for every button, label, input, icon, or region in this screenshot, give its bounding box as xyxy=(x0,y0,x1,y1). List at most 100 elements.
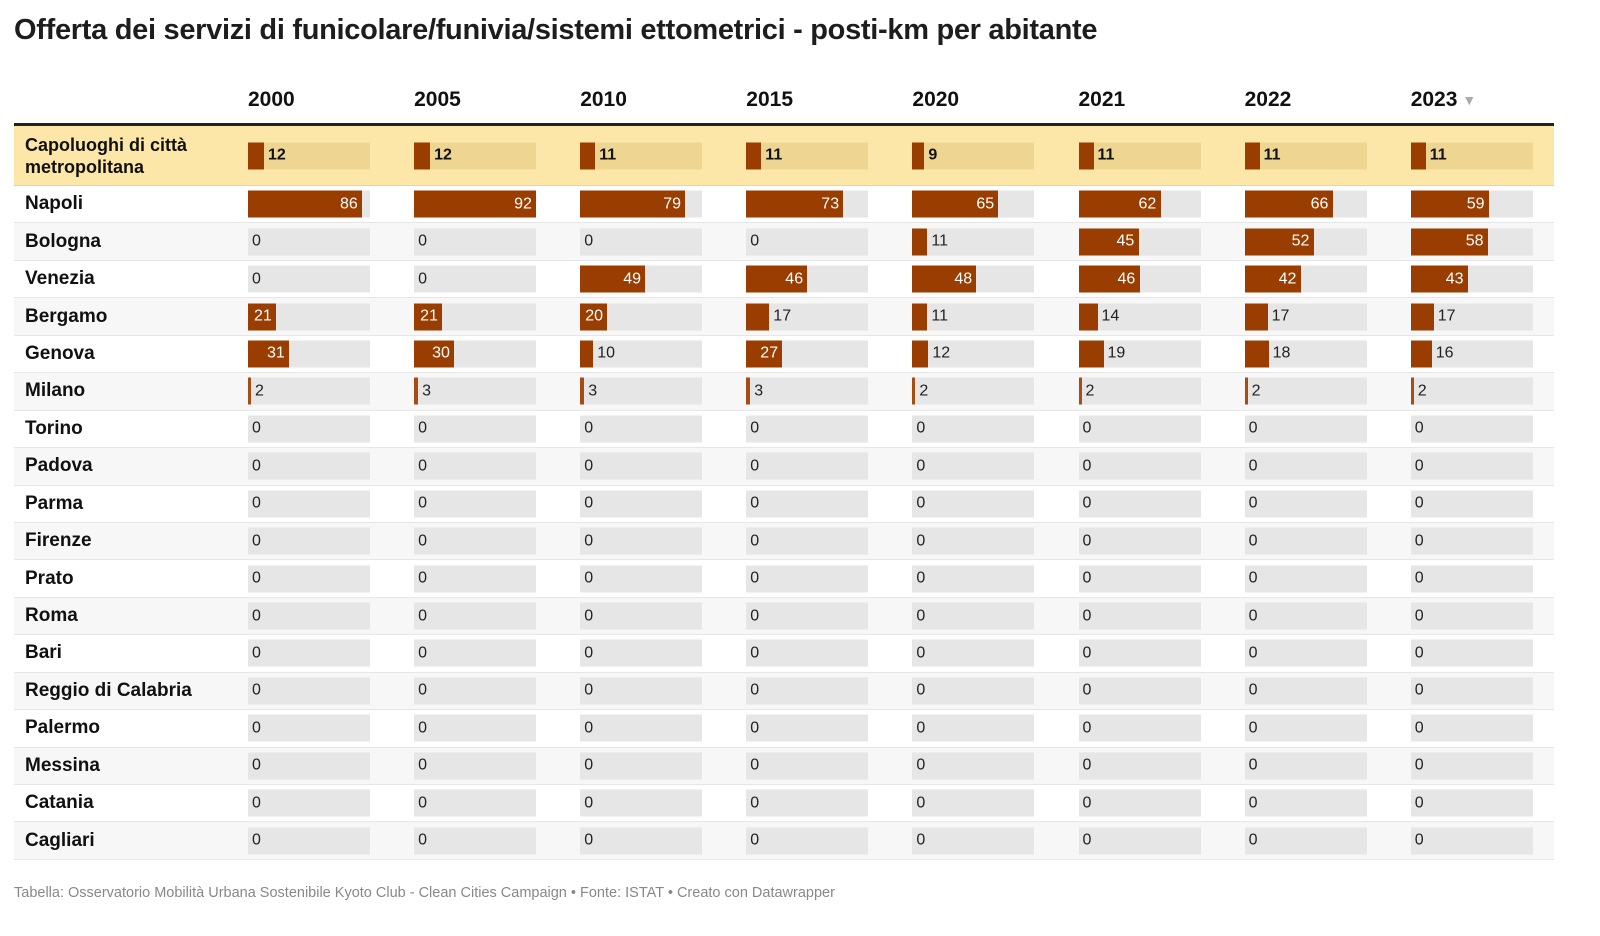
bar-cell: 20 xyxy=(580,303,703,331)
value-label: 18 xyxy=(1272,344,1291,362)
bar-mark xyxy=(248,190,362,218)
column-header-2005[interactable]: 2005 xyxy=(414,88,461,112)
value-label: 0 xyxy=(750,831,760,849)
bar-cell: 0 xyxy=(1244,452,1367,480)
bar-cell: 0 xyxy=(746,228,869,256)
bar-mark xyxy=(248,340,289,368)
table-row: Reggio di Calabria 0 0 0 0 0 0 0 0 xyxy=(14,672,1554,711)
value-label: 0 xyxy=(1082,644,1092,662)
column-header-2022[interactable]: 2022 xyxy=(1245,88,1292,112)
bar-cell: 0 xyxy=(580,602,703,630)
bar-cell: 0 xyxy=(1078,677,1201,705)
bar-mark xyxy=(1410,377,1414,405)
value-label: 0 xyxy=(750,607,760,625)
value-label: 0 xyxy=(418,831,427,849)
table-row: Catania 0 0 0 0 0 0 0 0 xyxy=(14,785,1554,823)
value-label: 0 xyxy=(418,532,427,550)
value-label: 31 xyxy=(267,344,285,362)
bar-cell: 0 xyxy=(248,602,370,630)
table-row: Parma 0 0 0 0 0 0 0 0 xyxy=(14,486,1554,523)
bar-mark xyxy=(580,190,686,218)
bar-cell: 0 xyxy=(912,639,1035,667)
bar-cell: 9 xyxy=(912,142,1035,169)
value-label: 0 xyxy=(750,569,760,587)
value-label: 11 xyxy=(765,146,783,164)
value-label: 2 xyxy=(255,382,264,400)
bar-cell: 0 xyxy=(414,452,537,480)
value-label: 0 xyxy=(252,494,261,512)
value-label: 0 xyxy=(916,419,926,437)
value-label: 0 xyxy=(418,232,427,250)
bar-mark xyxy=(1244,265,1301,293)
bar-cell: 0 xyxy=(746,677,869,705)
bar-cell: 0 xyxy=(248,565,370,593)
column-header-2010[interactable]: 2010 xyxy=(580,88,627,112)
bar-mark xyxy=(580,303,608,331)
value-label: 19 xyxy=(1107,344,1126,362)
value-label: 11 xyxy=(931,232,948,250)
bar-mark xyxy=(912,303,928,331)
value-label: 43 xyxy=(1445,270,1464,288)
bar-mark xyxy=(912,142,925,169)
bar-cell: 0 xyxy=(414,565,537,593)
bar-cell: 10 xyxy=(580,340,703,368)
bar-cell: 0 xyxy=(414,415,537,443)
value-label: 0 xyxy=(584,532,594,550)
value-label: 46 xyxy=(785,270,804,288)
bar-cell: 0 xyxy=(912,714,1035,742)
column-header-2021[interactable]: 2021 xyxy=(1079,88,1126,112)
value-label: 0 xyxy=(916,644,926,662)
bar-mark xyxy=(746,377,751,405)
bar-mark xyxy=(1078,377,1082,405)
bar-cell: 27 xyxy=(746,340,869,368)
bar-cell: 0 xyxy=(746,752,869,780)
value-label: 0 xyxy=(1082,419,1092,437)
bar-cell: 0 xyxy=(912,527,1035,555)
bar-cell: 0 xyxy=(1078,602,1201,630)
bar-cell: 0 xyxy=(746,714,869,742)
value-label: 17 xyxy=(773,307,792,325)
value-label: 52 xyxy=(1291,232,1310,250)
bar-cell: 0 xyxy=(746,452,869,480)
bar-cell: 0 xyxy=(580,677,703,705)
value-label: 0 xyxy=(252,607,261,625)
source-footer: Tabella: Osservatorio Mobilità Urbana So… xyxy=(14,885,835,901)
bar-table: 2000 2005 2010 2015 2020 2021 2022 2023 ▼ Capolu… xyxy=(14,78,1554,860)
value-label: 0 xyxy=(584,607,594,625)
sort-desc-icon[interactable]: ▼ xyxy=(1462,92,1477,109)
bar-cell: 0 xyxy=(1078,714,1201,742)
value-label: 0 xyxy=(916,569,926,587)
value-label: 0 xyxy=(252,532,261,550)
row-label: Bergamo xyxy=(25,305,108,327)
column-header-2000[interactable]: 2000 xyxy=(248,88,295,112)
table-row: Torino 0 0 0 0 0 0 0 0 xyxy=(14,411,1554,449)
column-header-2020[interactable]: 2020 xyxy=(912,88,959,112)
value-label: 0 xyxy=(1082,794,1092,812)
bar-cell: 0 xyxy=(1410,452,1533,480)
bar-mark xyxy=(414,377,419,405)
value-label: 92 xyxy=(514,195,532,213)
bar-cell: 0 xyxy=(414,714,537,742)
bar-cell: 0 xyxy=(912,752,1035,780)
bar-mark xyxy=(746,190,844,218)
bar-cell: 0 xyxy=(1078,490,1201,518)
column-header-2015[interactable]: 2015 xyxy=(746,88,793,112)
bar-cell: 0 xyxy=(248,527,370,555)
value-label: 46 xyxy=(1117,270,1136,288)
row-label: Genova xyxy=(25,342,95,364)
value-label: 11 xyxy=(931,307,948,325)
bar-cell: 42 xyxy=(1244,265,1367,293)
value-label: 0 xyxy=(252,794,261,812)
table-row: Messina 0 0 0 0 0 0 0 0 xyxy=(14,747,1554,785)
value-label: 12 xyxy=(434,146,452,164)
bar-cell: 0 xyxy=(912,452,1035,480)
column-header-2023[interactable]: 2023 ▼ xyxy=(1411,88,1477,112)
value-label: 21 xyxy=(420,307,438,325)
value-label: 0 xyxy=(916,457,926,475)
bar-mark xyxy=(1410,228,1488,256)
bar-cell: 12 xyxy=(414,142,537,169)
bar-mark xyxy=(248,303,276,331)
bar-cell: 0 xyxy=(1244,789,1367,817)
row-label: Messina xyxy=(25,754,100,776)
value-label: 0 xyxy=(1248,794,1258,812)
